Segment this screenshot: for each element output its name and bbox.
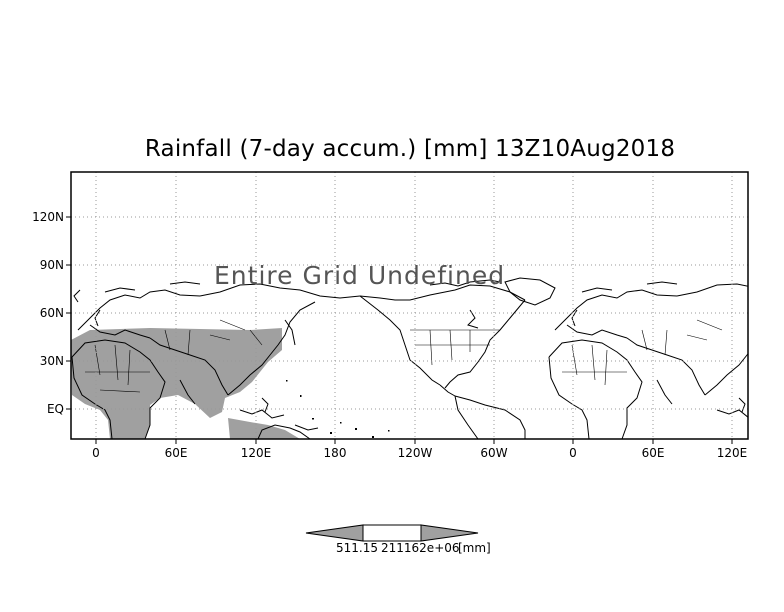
colorbar-unit: [mm]: [458, 541, 491, 555]
gridlines: [71, 172, 748, 439]
colorbar-right-value: 211162e+06: [381, 541, 460, 555]
x-tick-label-120e-repeat: 120E: [716, 446, 748, 460]
colorbar-box: [362, 524, 422, 542]
undefined-grid-message: Entire Grid Undefined: [214, 261, 506, 290]
y-tick-label-60n: 60N: [39, 306, 64, 320]
y-tick-label-eq: EQ: [46, 402, 64, 416]
x-tick-label-0-repeat: 0: [569, 446, 577, 460]
x-tick-label-120e: 120E: [240, 446, 272, 460]
rainfall-shading: [71, 328, 300, 439]
y-tick-label-120n: 120N: [32, 210, 64, 224]
colorbar: [305, 524, 479, 542]
x-tick-label-0: 0: [92, 446, 100, 460]
colorbar-left-arrow: [305, 524, 364, 542]
x-tick-label-60e: 60E: [164, 446, 188, 460]
y-tick-label-90n: 90N: [39, 258, 64, 272]
country-borders: [85, 319, 723, 393]
islands: [286, 380, 390, 438]
tick-marks: [66, 216, 733, 444]
x-tick-label-180: 180: [323, 446, 347, 460]
colorbar-left-value: 511.15: [336, 541, 378, 555]
x-tick-label-120w: 120W: [397, 446, 433, 460]
x-tick-label-60e-repeat: 60E: [641, 446, 665, 460]
plot-frame: [70, 171, 749, 440]
y-tick-label-30n: 30N: [39, 354, 64, 368]
map-title: Rainfall (7-day accum.) [mm] 13Z10Aug201…: [144, 136, 676, 162]
x-tick-label-60w: 60W: [480, 446, 508, 460]
colorbar-right-arrow: [420, 524, 479, 542]
